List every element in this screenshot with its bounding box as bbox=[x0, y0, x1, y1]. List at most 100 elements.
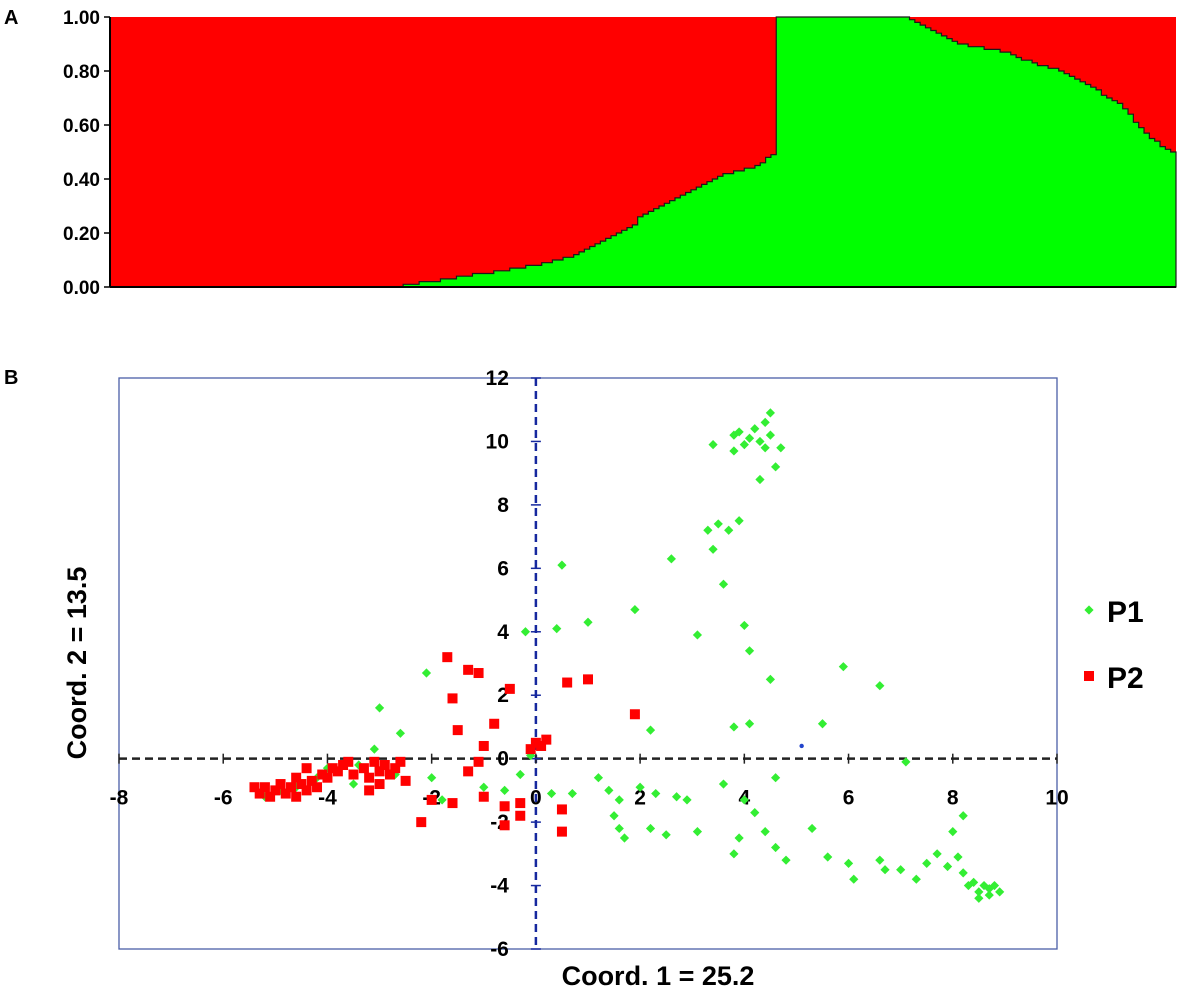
legend: P1 P2 bbox=[1084, 596, 1144, 695]
p1-point bbox=[942, 861, 953, 872]
y-tick-label: 8 bbox=[497, 494, 509, 517]
y-tick-label: -4 bbox=[490, 875, 509, 898]
p2-point bbox=[270, 785, 281, 796]
p2-point bbox=[301, 785, 312, 796]
p1-point bbox=[760, 443, 770, 453]
p2-point bbox=[384, 769, 395, 780]
legend-label-p1: P1 bbox=[1107, 596, 1144, 629]
p2-point bbox=[515, 798, 526, 809]
p1-point bbox=[635, 782, 645, 792]
p2-point bbox=[296, 779, 307, 790]
p1-point bbox=[932, 849, 942, 859]
p2-point bbox=[416, 817, 427, 828]
p2-point bbox=[259, 782, 270, 793]
p1-point bbox=[765, 674, 775, 684]
p1-point bbox=[901, 757, 911, 767]
p2-point bbox=[473, 756, 484, 767]
plot-area-frame bbox=[118, 377, 1058, 950]
p1-point bbox=[875, 855, 885, 865]
p2-point bbox=[285, 782, 296, 793]
p2-point bbox=[343, 756, 354, 767]
p1-point bbox=[989, 880, 1000, 891]
p2-point bbox=[504, 683, 515, 694]
p1-point bbox=[437, 795, 447, 805]
p2-point bbox=[364, 772, 375, 783]
p2-point bbox=[556, 826, 567, 837]
p2-point bbox=[478, 791, 489, 802]
p1-point bbox=[729, 446, 739, 456]
panel-b-label: B bbox=[4, 367, 18, 389]
p2-point bbox=[541, 734, 552, 745]
p2-point bbox=[562, 677, 573, 688]
x-tick-label: -4 bbox=[318, 787, 337, 810]
p2-point bbox=[379, 760, 390, 771]
p1-point bbox=[963, 880, 974, 891]
p1-point bbox=[479, 782, 489, 792]
p2-point bbox=[364, 785, 375, 796]
y-tick-label: 0.40 bbox=[63, 170, 100, 191]
p1-point bbox=[583, 617, 593, 627]
extra-point bbox=[799, 743, 804, 749]
p1-point bbox=[896, 865, 906, 875]
y-tick-label: 0.00 bbox=[63, 278, 100, 299]
p2-point bbox=[327, 763, 338, 774]
p1-point bbox=[744, 646, 755, 656]
p1-point bbox=[609, 811, 619, 821]
p1-point bbox=[729, 722, 739, 732]
p1-point bbox=[760, 827, 770, 837]
p2-point bbox=[489, 718, 500, 729]
p1-point bbox=[729, 430, 739, 440]
p1-point bbox=[651, 788, 661, 799]
series-extra bbox=[799, 743, 804, 749]
p1-point bbox=[500, 785, 510, 795]
p1-point bbox=[520, 627, 531, 637]
y-tick-label: 2 bbox=[497, 684, 509, 707]
x-tick-label: 2 bbox=[634, 787, 646, 810]
y-tick-label: 0 bbox=[497, 748, 509, 771]
p1-point bbox=[395, 728, 405, 738]
x-tick-label: -8 bbox=[110, 787, 129, 810]
series-p2 bbox=[249, 652, 640, 837]
p1-point bbox=[765, 408, 775, 418]
p1-point bbox=[995, 887, 1005, 897]
p1-point bbox=[750, 807, 760, 818]
p1-point bbox=[682, 795, 692, 805]
p2-point bbox=[374, 779, 385, 790]
p2-point bbox=[583, 674, 593, 685]
p2-point bbox=[312, 782, 323, 793]
p1-point bbox=[750, 424, 760, 434]
p2-point bbox=[369, 756, 380, 767]
p1-point bbox=[374, 703, 385, 713]
p1-point bbox=[593, 773, 604, 783]
legend-marker-p1 bbox=[1084, 605, 1094, 615]
p1-point bbox=[604, 785, 614, 795]
p2-point bbox=[525, 744, 536, 755]
p2-point bbox=[374, 766, 385, 777]
p1-point bbox=[708, 440, 718, 450]
x-axis-title: Coord. 1 = 25.2 bbox=[562, 961, 755, 991]
p2-point bbox=[426, 794, 437, 805]
p1-point bbox=[958, 811, 968, 821]
p1-point bbox=[744, 719, 755, 729]
p2-point bbox=[447, 798, 458, 809]
p1-point bbox=[958, 868, 968, 878]
p1-point bbox=[948, 827, 958, 837]
p2-point bbox=[317, 769, 328, 780]
p2-point bbox=[556, 804, 567, 815]
structure-plot: 0.00 0.20 0.40 0.60 0.80 1.00 bbox=[63, 8, 1177, 299]
y-tick-label: 4 bbox=[497, 621, 509, 644]
p1-point bbox=[666, 554, 676, 564]
p1-point bbox=[781, 855, 791, 865]
p1-point bbox=[369, 744, 379, 754]
p2-point bbox=[390, 763, 401, 774]
p1-point bbox=[849, 874, 859, 884]
p1-point bbox=[880, 865, 890, 875]
p1-point bbox=[817, 719, 828, 729]
p2-point bbox=[280, 788, 291, 799]
p1-point bbox=[713, 519, 723, 529]
p2-point bbox=[306, 775, 317, 786]
legend-label-p2: P2 bbox=[1107, 662, 1144, 695]
p1-point bbox=[614, 795, 624, 805]
p1-point bbox=[645, 823, 656, 834]
p2-point bbox=[254, 788, 265, 799]
